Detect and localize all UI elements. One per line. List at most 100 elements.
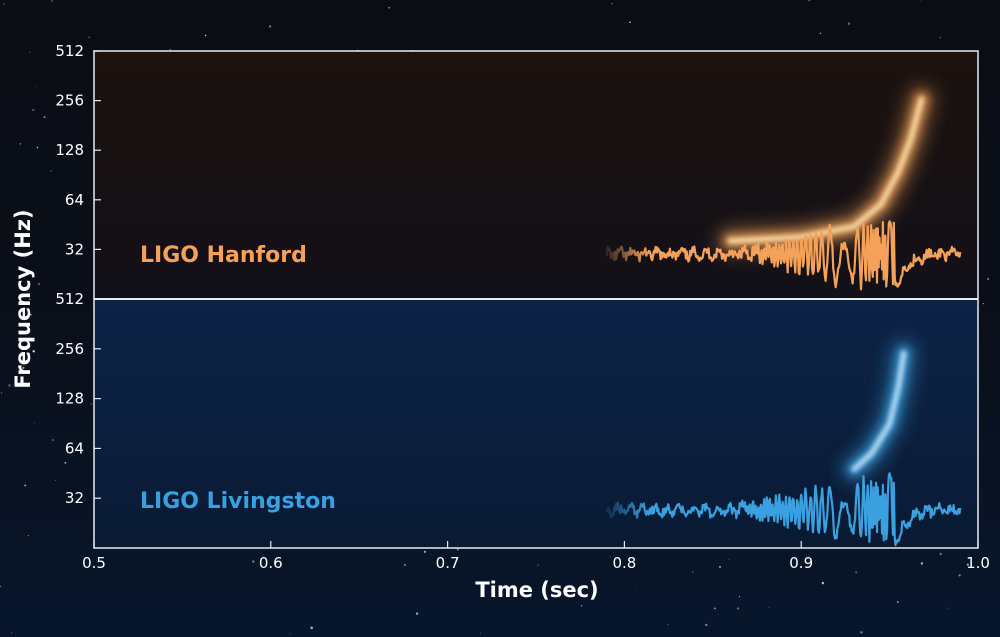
star [0, 392, 3, 394]
x-tick-label: 0.5 [82, 554, 106, 572]
star [3, 3, 5, 5]
star [987, 278, 990, 280]
star [719, 565, 721, 568]
star [32, 108, 35, 112]
chirp-layer [715, 84, 937, 485]
star [32, 350, 35, 353]
x-tick-label: 0.8 [612, 554, 636, 572]
hanford-waveform [605, 220, 962, 291]
star [30, 314, 32, 316]
star [310, 626, 313, 630]
star [948, 607, 950, 609]
star [54, 479, 57, 482]
star [36, 86, 38, 88]
star [855, 571, 858, 574]
star [738, 595, 741, 598]
star [982, 302, 984, 305]
star [958, 574, 961, 577]
livingston-waveform [605, 472, 962, 547]
star [29, 51, 31, 53]
y-tick-label: 64 [65, 191, 84, 209]
star [847, 22, 851, 25]
hanford-label: LIGO Hanford [140, 243, 307, 268]
star [736, 607, 740, 610]
star [456, 548, 459, 551]
y-tick-label: 512 [55, 42, 84, 60]
star [64, 461, 67, 464]
star [388, 7, 390, 9]
star [896, 601, 899, 603]
star [611, 3, 613, 5]
star [415, 612, 419, 615]
star [22, 366, 25, 370]
star [966, 563, 969, 566]
star [939, 36, 941, 39]
star [920, 562, 924, 565]
star [43, 116, 46, 119]
star [821, 581, 825, 585]
star [794, 558, 796, 560]
star [27, 535, 29, 536]
star [52, 439, 54, 441]
star [90, 403, 93, 405]
star [204, 34, 207, 37]
star [404, 564, 406, 566]
star [11, 632, 13, 634]
star [808, 0, 811, 2]
star [268, 25, 272, 28]
star [8, 384, 11, 387]
star [24, 484, 27, 487]
y-axis-title: Frequency (Hz) [11, 209, 35, 388]
star [629, 21, 631, 24]
star [28, 298, 31, 301]
y-tick-label: 64 [65, 439, 84, 457]
star [51, 0, 54, 3]
star [819, 32, 822, 35]
star [423, 550, 427, 553]
star [480, 632, 482, 634]
y-tick-label: 256 [55, 92, 84, 110]
y-tick-label: 128 [55, 141, 84, 159]
star [19, 143, 22, 145]
star [667, 624, 669, 626]
star [169, 49, 172, 51]
y-tick-label: 32 [65, 489, 84, 507]
x-tick-label: 0.7 [436, 554, 460, 572]
star [609, 556, 611, 558]
star [705, 623, 708, 627]
star [580, 605, 583, 607]
livingston-chirp-track [851, 350, 907, 473]
y-tick-label: 512 [55, 290, 84, 308]
star [0, 585, 1, 588]
star [692, 571, 694, 573]
star [33, 422, 35, 424]
x-tick-label: 0.6 [259, 554, 283, 572]
star [60, 145, 63, 148]
star [88, 36, 91, 39]
x-tick-label: 1.0 [966, 554, 990, 572]
hanford-panel-bg [94, 51, 978, 299]
y-tick-label: 32 [65, 240, 84, 258]
x-axis: 0.5 0.6 0.7 0.8 0.9 1.0 [82, 541, 990, 572]
hanford-chirp-track [727, 96, 925, 244]
livingston-panel-bg [94, 299, 978, 548]
x-tick-label: 0.9 [789, 554, 813, 572]
star [939, 552, 942, 556]
star [767, 607, 769, 608]
star [36, 146, 39, 149]
star [290, 633, 292, 635]
y-tick-label: 256 [55, 340, 84, 358]
star [920, 0, 922, 2]
waveform-layer [605, 220, 962, 547]
star [50, 170, 53, 172]
star [252, 560, 255, 563]
y-tick-label: 128 [55, 390, 84, 408]
star [860, 631, 863, 634]
x-axis-title: Time (sec) [475, 578, 598, 602]
star [636, 586, 638, 588]
star [38, 282, 41, 286]
star [537, 564, 539, 566]
star [713, 607, 716, 610]
